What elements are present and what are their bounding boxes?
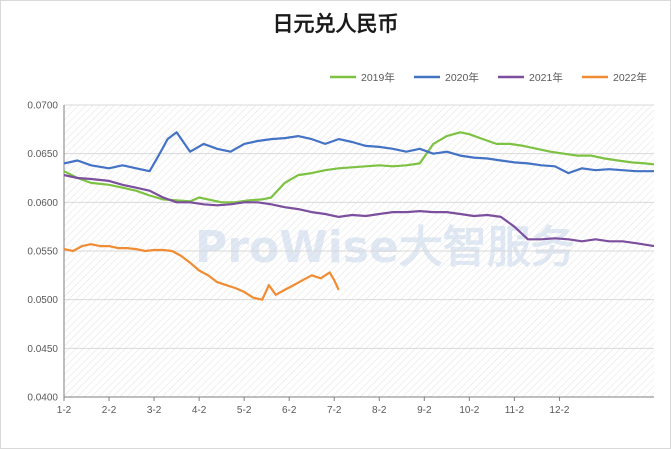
legend-label: 2020年 bbox=[445, 71, 479, 84]
x-tick-label: 7-2 bbox=[327, 405, 342, 416]
y-tick-label: 0.0450 bbox=[27, 344, 58, 355]
watermark: ProWise大智服务 bbox=[195, 222, 575, 273]
y-tick-label: 0.0600 bbox=[27, 198, 58, 209]
y-tick-label: 0.0550 bbox=[27, 247, 58, 258]
x-tick-label: 1-2 bbox=[57, 405, 72, 416]
y-tick-label: 0.0650 bbox=[27, 149, 58, 160]
y-tick-label: 0.0500 bbox=[27, 295, 58, 306]
x-tick-label: 11-2 bbox=[505, 405, 525, 416]
chart-title: 日元兑人民币 bbox=[272, 12, 399, 36]
y-tick-label: 0.0400 bbox=[27, 393, 58, 404]
x-tick-label: 5-2 bbox=[237, 405, 252, 416]
x-tick-label: 4-2 bbox=[192, 405, 207, 416]
x-tick-label: 12-2 bbox=[549, 405, 569, 416]
y-tick-label: 0.0700 bbox=[27, 101, 58, 112]
series-line bbox=[63, 174, 655, 248]
legend-label: 2019年 bbox=[361, 71, 395, 84]
x-tick-label: 9-2 bbox=[417, 405, 432, 416]
x-tick-label: 6-2 bbox=[282, 405, 297, 416]
series-line bbox=[63, 243, 340, 301]
x-tick-label: 2-2 bbox=[102, 405, 117, 416]
x-tick-label: 8-2 bbox=[372, 405, 387, 416]
legend-label: 2022年 bbox=[613, 71, 647, 84]
x-tick-label: 10-2 bbox=[459, 405, 479, 416]
legend-label: 2021年 bbox=[529, 71, 563, 84]
series-line bbox=[63, 131, 654, 175]
x-tick-label: 3-2 bbox=[147, 405, 162, 416]
